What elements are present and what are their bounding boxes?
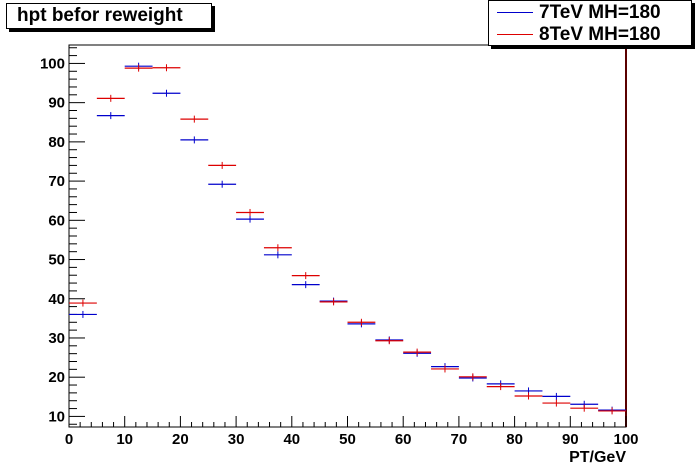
legend-line-8tev (497, 34, 533, 35)
legend-line-7tev (497, 12, 533, 13)
x-axis-label: PT/GeV (569, 449, 626, 466)
y-tick-label: 100 (40, 55, 65, 72)
x-tick-label: 70 (451, 431, 468, 448)
legend-label-8tev: 8TeV MH=180 (539, 24, 661, 45)
legend-label-7tev: 7TeV MH=180 (539, 2, 661, 23)
x-tick-label: 0 (65, 431, 73, 448)
y-tick-label: 10 (48, 408, 65, 425)
legend-entry-8tev: 8TeV MH=180 (489, 24, 691, 46)
x-tick-label: 40 (283, 431, 300, 448)
x-tick-label: 100 (613, 431, 638, 448)
x-tick-label: 60 (395, 431, 412, 448)
x-tick-label: 90 (562, 431, 579, 448)
x-tick-label: 80 (506, 431, 523, 448)
x-tick-label: 50 (339, 431, 356, 448)
y-tick-label: 90 (48, 95, 65, 112)
y-tick-label: 50 (48, 252, 65, 269)
axis-ticks (68, 47, 627, 427)
y-tick-label: 70 (48, 173, 65, 190)
series-8tev (69, 64, 626, 415)
y-tick-label: 20 (48, 369, 65, 386)
chart-title: hpt befor reweight (6, 3, 212, 29)
series-layer (69, 62, 626, 415)
y-tick-label: 30 (48, 330, 65, 347)
axis-tick-labels: 0 10 20 30 40 50 60 70 80 90 100102030405060708090… (40, 55, 639, 448)
y-tick-label: 60 (48, 212, 65, 229)
legend: 7TeV MH=180 8TeV MH=180 (488, 0, 692, 46)
x-tick-label: 10 (116, 431, 133, 448)
x-tick-label: 20 (172, 431, 189, 448)
plot-area (68, 44, 627, 428)
x-tick-label: 30 (228, 431, 245, 448)
y-tick-label: 80 (48, 134, 65, 151)
legend-entry-7tev: 7TeV MH=180 (489, 2, 691, 24)
y-tick-label: 40 (48, 291, 65, 308)
